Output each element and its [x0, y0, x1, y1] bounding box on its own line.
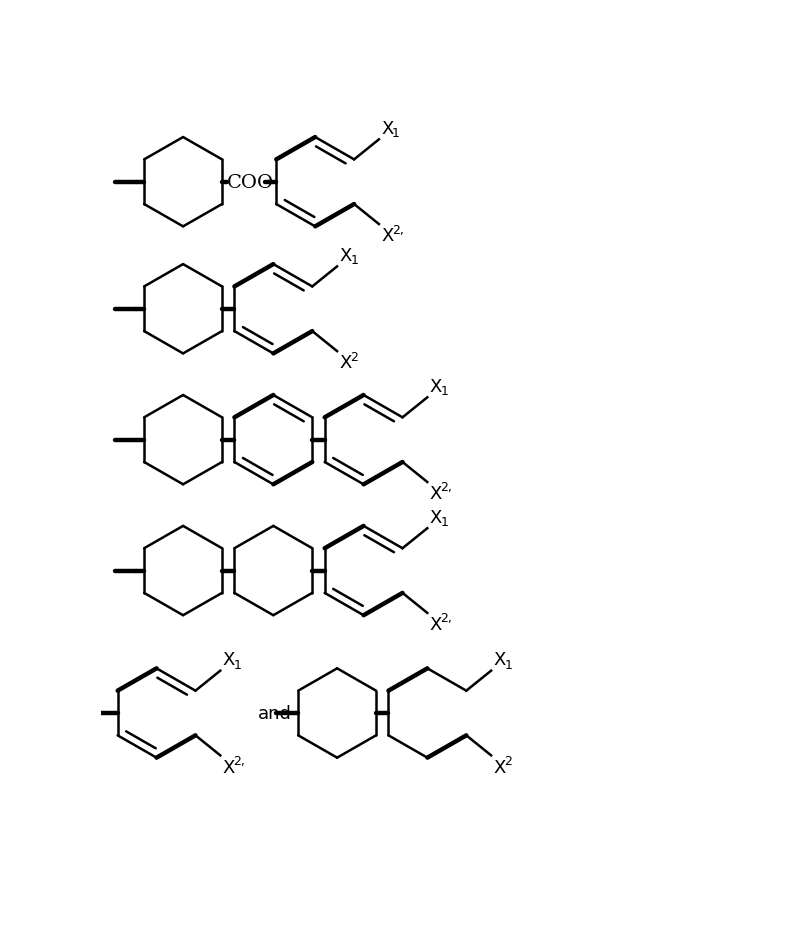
Text: 2: 2: [351, 350, 358, 363]
Text: X: X: [222, 650, 235, 668]
Text: X: X: [493, 758, 506, 776]
Text: 1: 1: [505, 658, 512, 671]
Text: 1: 1: [351, 254, 358, 267]
Text: 2,: 2,: [441, 612, 452, 625]
Text: COO: COO: [226, 174, 274, 192]
Text: 2,: 2,: [392, 224, 404, 236]
Text: X: X: [381, 120, 393, 138]
Text: X: X: [493, 650, 506, 668]
Text: X: X: [430, 509, 442, 527]
Text: 1: 1: [234, 658, 241, 671]
Text: 1: 1: [392, 127, 400, 141]
Text: X: X: [381, 228, 393, 245]
Text: X: X: [430, 615, 442, 633]
Text: 2,: 2,: [441, 480, 452, 494]
Text: 2: 2: [505, 754, 512, 767]
Text: X: X: [430, 378, 442, 396]
Text: X: X: [339, 354, 351, 372]
Text: 1: 1: [441, 515, 448, 529]
Text: 2,: 2,: [234, 754, 245, 767]
Text: and: and: [258, 704, 292, 722]
Text: X: X: [430, 485, 442, 503]
Text: 1: 1: [441, 385, 448, 397]
Text: X: X: [222, 758, 235, 776]
Text: X: X: [339, 246, 351, 265]
